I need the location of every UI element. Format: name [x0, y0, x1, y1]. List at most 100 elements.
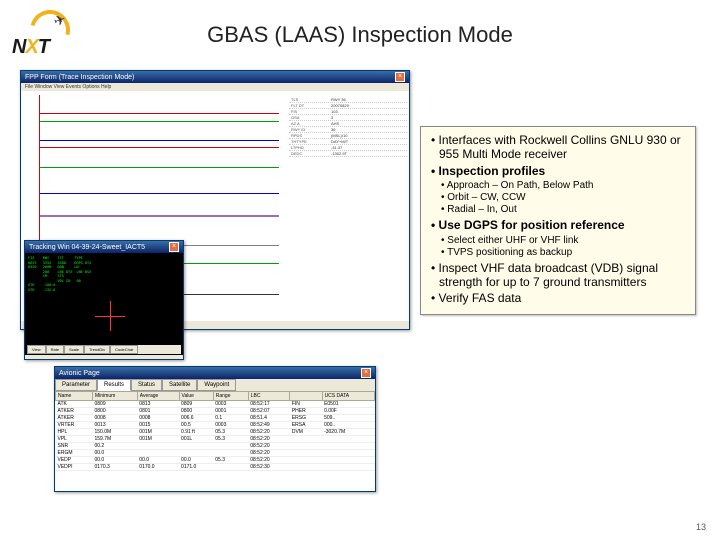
win1-titlebar[interactable]: FPP Form (Trace Inspection Mode) × [21, 71, 409, 83]
win2-tab[interactable]: Rate [46, 345, 64, 354]
table-cell: HPL [56, 429, 93, 436]
table-cell: 08:52:20 [248, 450, 290, 457]
table-cell [322, 457, 374, 464]
table-cell: 08:52:20 [248, 429, 290, 436]
notes-panel: Interfaces with Rockwell Collins GNLU 93… [420, 126, 696, 315]
table-cell: -3020.7M [322, 429, 374, 436]
trace-line [40, 167, 279, 168]
table-cell [213, 464, 248, 471]
win2-titlebar[interactable]: Tracking Win 04-39-24-Sweet_IACT5 × [25, 241, 183, 253]
table-cell: 0170.3 [92, 464, 137, 471]
table-cell: 0.91 ft [179, 429, 213, 436]
table-header[interactable]: Value [179, 392, 213, 401]
table-cell: 0170.0 [137, 464, 179, 471]
table-row[interactable]: SNR00.208:52:20 [56, 443, 375, 450]
table-cell: 0809 [179, 401, 213, 408]
win2-tab[interactable]: Scale [64, 345, 84, 354]
table-cell: 150.0M [92, 429, 137, 436]
screenshot-cluster: FPP Form (Trace Inspection Mode) × File … [20, 70, 410, 500]
table-cell: 0008 [137, 415, 179, 422]
table-cell: 0001 [213, 408, 248, 415]
table-row[interactable]: ERGM00.008:52:20 [56, 450, 375, 457]
win3-tab[interactable]: Satellite [162, 379, 197, 391]
table-cell: 0003 [213, 401, 248, 408]
table-row[interactable]: VEDP00.000.000.005.308:52:20 [56, 457, 375, 464]
table-row[interactable]: HPL150.0M001M0.91 ft05.308:52:20DVM-3020… [56, 429, 375, 436]
table-cell [322, 464, 374, 471]
win3-tab[interactable]: Results [97, 379, 131, 391]
table-header[interactable]: Range [213, 392, 248, 401]
table-cell: 0809 [92, 401, 137, 408]
win1-title: FPP Form (Trace Inspection Mode) [25, 74, 134, 81]
table-header[interactable]: LBC [248, 392, 290, 401]
table-row[interactable]: VEDPI0170.30170.00171.008:52:30 [56, 464, 375, 471]
table-row[interactable]: ATKER080008010800000108:52:07PHER0.00F [56, 408, 375, 415]
table-header[interactable]: Minimum [92, 392, 137, 401]
table-row[interactable]: ATK080908130809000308:52:17FINE0501 [56, 401, 375, 408]
win3-tab[interactable]: Status [131, 379, 162, 391]
table-cell: 08:51.4 [248, 415, 290, 422]
win2-tab[interactable]: CodeChar [110, 345, 138, 354]
param-row: DEDC-1302.9T [289, 151, 407, 157]
table-cell [290, 436, 322, 443]
trace-line [40, 113, 279, 114]
table-cell: E0501 [322, 401, 374, 408]
table-cell: 00.0 [137, 457, 179, 464]
win3-titlebar[interactable]: Avionic Page × [55, 367, 375, 379]
close-icon[interactable]: × [169, 242, 179, 252]
table-cell: 08:52:30 [248, 464, 290, 471]
trace-line [40, 147, 279, 148]
note-sublist: Select either UHF or VHF linkTVPS positi… [429, 235, 687, 259]
table-cell: 0800 [92, 408, 137, 415]
table-cell: 001M [137, 436, 179, 443]
table-cell: VRTER [56, 422, 93, 429]
table-cell: FIN [290, 401, 322, 408]
table-row[interactable]: VRTER0013001500.5000308:52:49ERSA000.. [56, 422, 375, 429]
table-cell: 0.1 [213, 415, 248, 422]
table-cell: VPL [56, 436, 93, 443]
note-item: Inspect VHF data broadcast (VDB) signal … [429, 261, 687, 290]
close-icon[interactable]: × [361, 368, 371, 378]
table-cell: VEDP [56, 457, 93, 464]
table-cell [322, 450, 374, 457]
table-cell [179, 443, 213, 450]
table-header[interactable]: Average [137, 392, 179, 401]
trace-line [40, 193, 279, 194]
table-cell: 0800 [179, 408, 213, 415]
table-cell: 00.0 [179, 457, 213, 464]
note-subitem: Radial – In, Out [447, 204, 687, 216]
table-cell [137, 450, 179, 457]
table-cell: DVM [290, 429, 322, 436]
table-cell [290, 450, 322, 457]
table-cell: 000.. [322, 422, 374, 429]
results-table: NameMinimumAverageValueRangeLBCUCS DATAA… [55, 391, 375, 471]
win2-tab[interactable]: View [27, 345, 46, 354]
win3-tab[interactable]: Parameter [55, 379, 97, 391]
table-cell: VEDPI [56, 464, 93, 471]
win2-body: FIS RWY TST TYPE 0629 3332 3500 DGPS DTX… [25, 253, 183, 355]
close-icon[interactable]: × [395, 72, 405, 82]
win3-tab[interactable]: Waypoint [197, 379, 236, 391]
win2-tab[interactable]: TrendDiv [84, 345, 110, 354]
table-header[interactable]: UCS DATA [322, 392, 374, 401]
win1-menubar[interactable]: File Window View Events Options Help [21, 83, 409, 91]
table-cell [137, 443, 179, 450]
table-row[interactable]: ATKER00080008006.60.108:51.4ERSG509.. [56, 415, 375, 422]
table-cell: 001M [137, 429, 179, 436]
table-cell: ERSA [290, 422, 322, 429]
win2-tabs: ViewRateScaleTrendDivCodeChar [27, 345, 181, 354]
table-cell: 509.. [322, 415, 374, 422]
crosshair-icon [95, 301, 125, 331]
note-subitem: Approach – On Path, Below Path [447, 180, 687, 192]
table-row[interactable]: VPL159.7M001M001L05.308:52:20 [56, 436, 375, 443]
win3-tabs: ParameterResultsStatusSatelliteWaypoint [55, 379, 375, 391]
table-header[interactable]: Name [56, 392, 93, 401]
table-cell: SNR [56, 443, 93, 450]
table-cell: ATKER [56, 415, 93, 422]
note-item: Use DGPS for position reference [429, 218, 687, 232]
table-cell: 08:52:20 [248, 443, 290, 450]
table-cell [179, 450, 213, 457]
table-header[interactable] [290, 392, 322, 401]
table-cell: ERGM [56, 450, 93, 457]
table-cell: 05.3 [213, 457, 248, 464]
